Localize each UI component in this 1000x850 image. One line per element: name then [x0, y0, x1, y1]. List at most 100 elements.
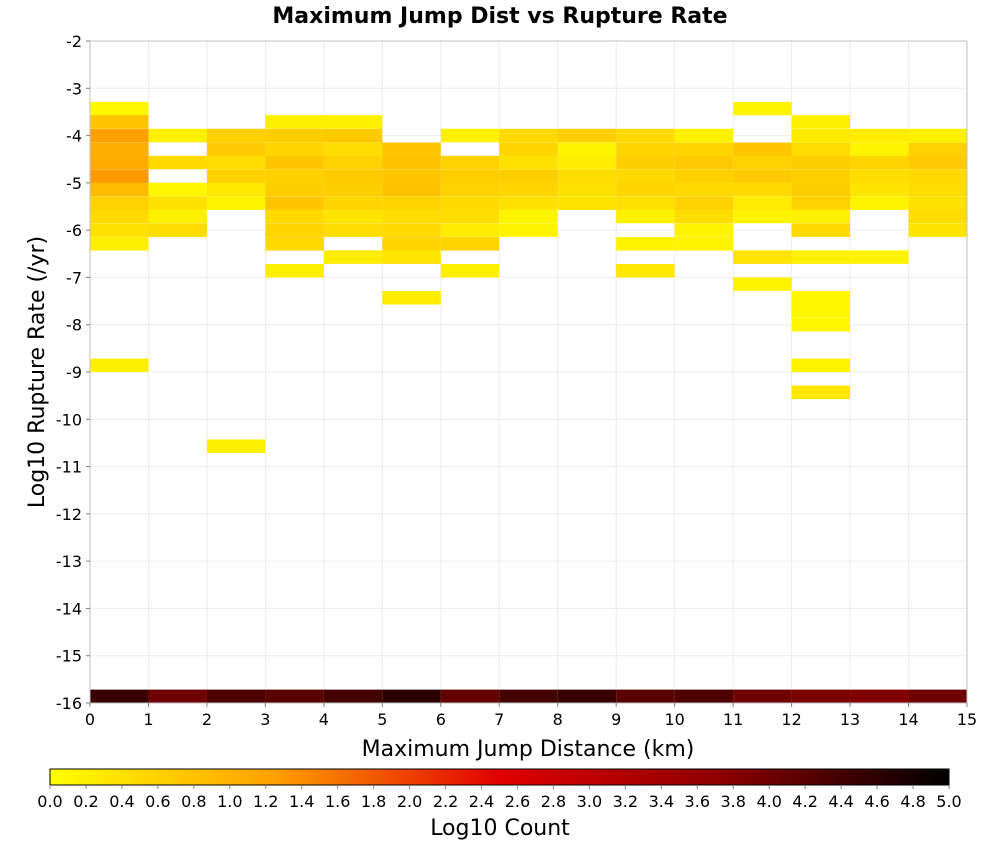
heatmap-cell [265, 196, 324, 210]
heatmap-cell [382, 182, 441, 197]
heatmap-cell [674, 169, 734, 183]
heatmap-cell [616, 689, 675, 704]
heatmap-cell [323, 155, 383, 170]
x-tick-label: 15 [957, 710, 977, 729]
colorbar-tick-label: 5.0 [936, 792, 961, 811]
heatmap-cell [791, 142, 851, 157]
heatmap-cell [557, 142, 617, 157]
y-tick-label: -2 [66, 32, 82, 51]
heatmap-cell [733, 101, 792, 116]
chart-title: Maximum Jump Dist vs Rupture Rate [272, 4, 727, 29]
heatmap-cell [265, 209, 324, 224]
heatmap-cell [440, 689, 500, 704]
heatmap-cell [733, 182, 792, 197]
heatmap-cell [908, 182, 967, 197]
heatmap-cell [791, 115, 851, 129]
heatmap-cell [733, 196, 792, 210]
heatmap-cell [908, 169, 967, 183]
heatmap-cell [148, 223, 207, 237]
heatmap-cell [323, 223, 383, 237]
heatmap-cell [440, 169, 500, 183]
heatmap-cell [440, 182, 500, 197]
heatmap-cell [206, 169, 266, 183]
heatmap-cell [791, 155, 851, 170]
heatmap-cell [616, 128, 675, 143]
colorbar-tick-label: 1.8 [361, 792, 386, 811]
x-tick-label: 8 [553, 710, 563, 729]
y-tick-label: -9 [66, 363, 82, 382]
heatmap-cell [323, 689, 383, 704]
heatmap-cell [206, 689, 266, 704]
heatmap-cell [382, 237, 441, 251]
heatmap-cell [674, 128, 734, 143]
heatmap-cell [382, 250, 441, 264]
heatmap-cell [265, 142, 324, 157]
colorbar-tick-label: 3.8 [721, 792, 746, 811]
heatmap-cell [265, 182, 324, 197]
colorbar-tick-label: 1.0 [217, 792, 242, 811]
heatmap-cell [323, 128, 383, 143]
heatmap-cell [440, 264, 500, 278]
heatmap-cell [499, 142, 558, 157]
colorbar-tick-label: 0.6 [145, 792, 170, 811]
heatmap-cell [908, 155, 967, 170]
heatmap-cell [90, 223, 149, 237]
heatmap-cell [148, 689, 207, 704]
heatmap-cell [791, 385, 851, 400]
heatmap-cell [616, 264, 675, 278]
heatmap-cell [850, 142, 909, 157]
heatmap-cell [850, 182, 909, 197]
colorbar-tick-label: 4.2 [792, 792, 817, 811]
heatmap-cell [616, 155, 675, 170]
heatmap-cell [265, 169, 324, 183]
colorbar-tick-label: 1.4 [289, 792, 314, 811]
heatmap-cell [323, 142, 383, 157]
heatmap-cell [206, 128, 266, 143]
x-tick-label: 3 [260, 710, 270, 729]
heatmap-cell [557, 182, 617, 197]
y-tick-label: -12 [56, 505, 82, 524]
heatmap-cell [148, 128, 207, 143]
heatmap-cell [90, 128, 149, 143]
heatmap-cell [557, 169, 617, 183]
heatmap-cell [323, 196, 383, 210]
heatmap-cell [90, 689, 149, 704]
heatmap-cell [265, 264, 324, 278]
heatmap-cell [674, 142, 734, 157]
x-tick-label: 1 [143, 710, 153, 729]
heatmap-cell [733, 209, 792, 224]
heatmap-cell [791, 317, 851, 332]
colorbar-tick-label: 2.2 [433, 792, 458, 811]
heatmap-cell [440, 237, 500, 251]
heatmap-cell [557, 689, 617, 704]
colorbar-tick-label: 1.2 [253, 792, 278, 811]
heatmap-cell [323, 209, 383, 224]
heatmap-cell [791, 169, 851, 183]
colorbar-tick-label: 1.6 [325, 792, 350, 811]
colorbar-tick-label: 0.2 [73, 792, 98, 811]
heatmap-cell [499, 182, 558, 197]
heatmap-cell [850, 196, 909, 210]
heatmap-cell [323, 250, 383, 264]
y-tick-label: -11 [56, 458, 82, 477]
y-tick-label: -4 [66, 127, 82, 146]
heatmap-cell [206, 182, 266, 197]
heatmap-cell [791, 182, 851, 197]
heatmap-cell [733, 277, 792, 291]
y-axis-ticks: -2 -3 -4 -5 -6 -7 -8 -9 -10 -11 -12 -13 -14 -15 -16 [56, 32, 90, 713]
colorbar-tick-label: 2.4 [469, 792, 494, 811]
y-tick-label: -3 [66, 79, 82, 98]
heatmap-cell [674, 223, 734, 237]
heatmap-cell [733, 250, 792, 264]
heatmap-cell [908, 142, 967, 157]
colorbar-tick-label: 4.4 [828, 792, 853, 811]
colorbar [49, 768, 950, 786]
heatmap-cell [674, 237, 734, 251]
heatmap-cell [148, 209, 207, 224]
x-tick-label: 6 [436, 710, 446, 729]
heatmap-cell [499, 223, 558, 237]
heatmap-cell [265, 115, 324, 129]
y-tick-label: -16 [56, 694, 82, 713]
x-tick-label: 13 [840, 710, 860, 729]
